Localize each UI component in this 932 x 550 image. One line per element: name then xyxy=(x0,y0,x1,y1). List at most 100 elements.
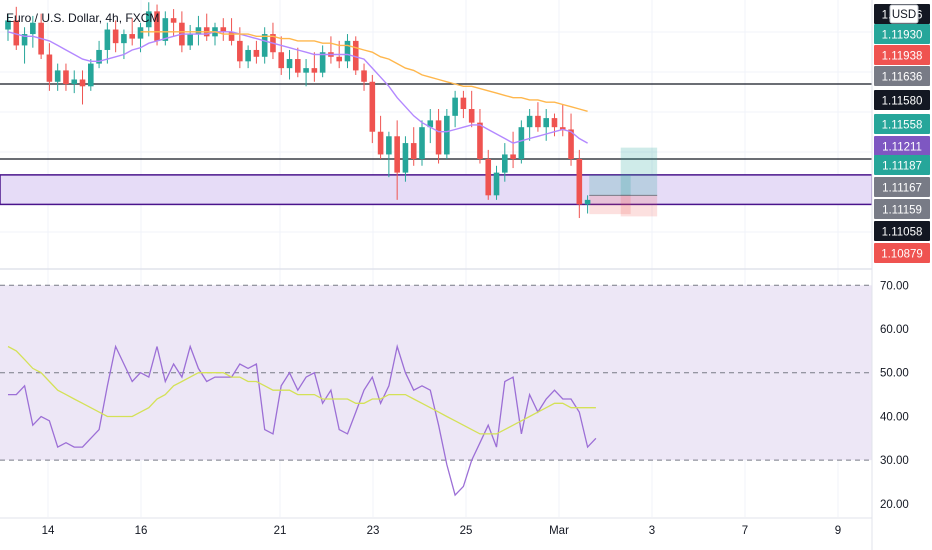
candle-body[interactable] xyxy=(336,56,342,62)
support-zone[interactable] xyxy=(0,174,873,206)
candle-body[interactable] xyxy=(79,79,86,87)
candle-body[interactable] xyxy=(460,97,467,110)
rsi-line xyxy=(8,343,597,497)
candle-body[interactable] xyxy=(477,122,483,159)
candle-body[interactable] xyxy=(228,31,235,41)
candle-body[interactable] xyxy=(162,18,169,41)
candle-body[interactable] xyxy=(468,109,475,123)
price-badge xyxy=(874,45,930,65)
candle-body[interactable] xyxy=(419,127,425,159)
candle-body[interactable] xyxy=(253,49,260,57)
candle-body[interactable] xyxy=(261,34,268,57)
candle-body[interactable] xyxy=(551,118,558,128)
candle-body[interactable] xyxy=(278,52,285,69)
time-tick-label: 14 xyxy=(42,525,55,537)
candle-body[interactable] xyxy=(344,40,351,62)
position-stop-zone[interactable] xyxy=(620,195,658,217)
currency-label: USD xyxy=(892,9,916,21)
candle-body[interactable] xyxy=(584,199,591,205)
candle-body[interactable] xyxy=(493,172,500,196)
candle-body[interactable] xyxy=(54,70,61,82)
position-stop-zone[interactable] xyxy=(589,195,631,215)
price-badge xyxy=(874,90,930,110)
candle-body[interactable] xyxy=(303,68,309,73)
candle-body[interactable] xyxy=(543,118,549,128)
candle-body[interactable] xyxy=(410,143,417,159)
candle-body[interactable] xyxy=(195,27,202,35)
candle-body[interactable] xyxy=(245,49,251,62)
price-badge-label: 1.11636 xyxy=(882,72,923,84)
candle-body[interactable] xyxy=(402,143,409,173)
price-badge-label: 1.11187 xyxy=(882,161,922,173)
price-badge xyxy=(874,24,930,44)
price-pane[interactable] xyxy=(0,2,873,219)
candle-body[interactable] xyxy=(369,81,376,132)
price-badge xyxy=(874,199,930,219)
candle-body[interactable] xyxy=(576,158,583,205)
candle-body[interactable] xyxy=(452,97,458,116)
candle-body[interactable] xyxy=(427,120,434,128)
candle-body[interactable] xyxy=(13,20,20,46)
candle-body[interactable] xyxy=(510,154,516,159)
candle-body[interactable] xyxy=(154,11,160,41)
candle-body[interactable] xyxy=(46,54,53,82)
candle-body[interactable] xyxy=(361,70,367,82)
candle-body[interactable] xyxy=(386,136,392,155)
candle-body[interactable] xyxy=(295,59,301,73)
candle-body[interactable] xyxy=(170,18,177,23)
candle-body[interactable] xyxy=(187,34,193,46)
currency-box[interactable] xyxy=(889,4,919,24)
candle-body[interactable] xyxy=(352,40,359,71)
fast-moving-average-line xyxy=(7,31,588,144)
position-profit-zone[interactable] xyxy=(589,174,631,196)
price-badge-label: 1.11167 xyxy=(882,183,922,195)
price-badge xyxy=(874,243,930,263)
rsi-pane[interactable] xyxy=(0,284,872,497)
slow-moving-average-line xyxy=(140,31,588,112)
candle-body[interactable] xyxy=(526,115,533,128)
price-badge xyxy=(874,114,930,134)
rsi-tick-label: 70.00 xyxy=(880,280,909,292)
candle-body[interactable] xyxy=(435,120,442,155)
candle-body[interactable] xyxy=(88,63,94,87)
candle-body[interactable] xyxy=(535,115,541,128)
candle-body[interactable] xyxy=(559,127,566,130)
candle-body[interactable] xyxy=(311,68,318,73)
axes: 1.119461.119301.119381.116361.115801.115… xyxy=(42,0,932,550)
candle-body[interactable] xyxy=(319,52,326,73)
candle-body[interactable] xyxy=(568,129,574,159)
price-badge-label: 1.11558 xyxy=(882,120,923,132)
candle-body[interactable] xyxy=(71,79,78,85)
price-badge-label: 1.11058 xyxy=(882,227,923,239)
candle-body[interactable] xyxy=(104,29,111,50)
candle-body[interactable] xyxy=(96,49,102,64)
candle-body[interactable] xyxy=(444,115,450,155)
candle-body[interactable] xyxy=(137,27,144,39)
candle-body[interactable] xyxy=(5,20,11,30)
candle-body[interactable] xyxy=(502,154,508,173)
candle-body[interactable] xyxy=(129,34,135,39)
position-profit-zone[interactable] xyxy=(620,147,658,196)
rsi-tick-label: 30.00 xyxy=(880,455,909,467)
candle-body[interactable] xyxy=(112,29,119,44)
candle-body[interactable] xyxy=(237,40,243,62)
price-badge-label: 1.11211 xyxy=(882,142,922,154)
candle-body[interactable] xyxy=(485,158,492,196)
candle-body[interactable] xyxy=(394,136,400,173)
rsi-tick-label: 50.00 xyxy=(880,368,909,380)
candle-body[interactable] xyxy=(220,27,227,32)
price-badge xyxy=(874,155,930,175)
candle-body[interactable] xyxy=(518,127,525,159)
candle-body[interactable] xyxy=(30,22,36,35)
candle-body[interactable] xyxy=(377,131,384,155)
rsi-tick-label: 60.00 xyxy=(880,324,909,336)
candle-body[interactable] xyxy=(121,34,127,44)
candle-body[interactable] xyxy=(63,70,69,85)
symbol-title[interactable]: Euro / U.S. Dollar, 4h, FXCM xyxy=(6,11,160,25)
candle-body[interactable] xyxy=(286,59,293,69)
price-badge xyxy=(874,177,930,197)
price-badge-label: 1.11938 xyxy=(882,51,923,63)
candle-body[interactable] xyxy=(21,34,28,46)
candle-body[interactable] xyxy=(145,11,152,28)
